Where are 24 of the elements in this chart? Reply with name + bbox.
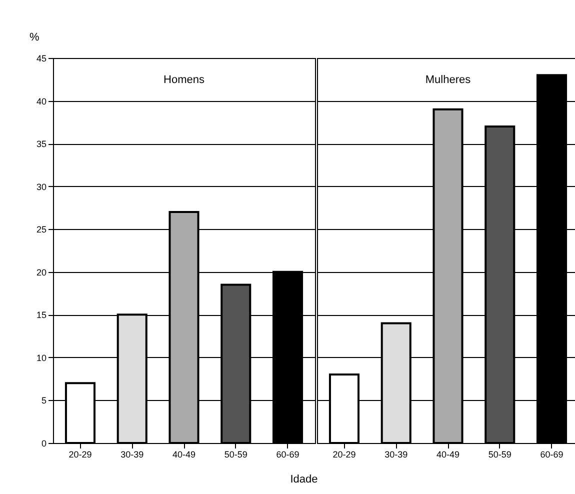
x-tick-label: 20-29 [332, 450, 356, 460]
y-tick-label: 15 [36, 310, 46, 320]
y-tick-label: 10 [36, 352, 46, 363]
y-tick-label: 0 [41, 438, 46, 448]
x-tick-label: 30-39 [120, 450, 144, 460]
y-tick-label: 30 [36, 182, 46, 192]
y-tick-label: 45 [36, 54, 46, 64]
x-tick-label: 40-49 [436, 450, 460, 460]
y-tick-label: 40 [36, 96, 46, 106]
x-tick-label: 50-59 [224, 450, 248, 460]
x-tick-label: 60-69 [276, 450, 300, 460]
y-tick-label: 35 [36, 139, 46, 150]
x-tick-label: 60-69 [540, 450, 564, 460]
text: Mulheres [425, 74, 472, 86]
x-axis-title: Idade [290, 474, 318, 486]
x-tick-label: 30-39 [384, 450, 408, 460]
y-tick-label: 20 [36, 267, 46, 278]
text: Homens [164, 74, 205, 86]
y-tick-label: 5 [41, 396, 46, 406]
y-axis-title: % [30, 32, 40, 44]
x-tick-label: 40-49 [172, 450, 196, 460]
y-tick-label: 25 [36, 224, 46, 235]
x-tick-label: 20-29 [68, 450, 92, 460]
x-tick-label: 50-59 [488, 450, 512, 460]
